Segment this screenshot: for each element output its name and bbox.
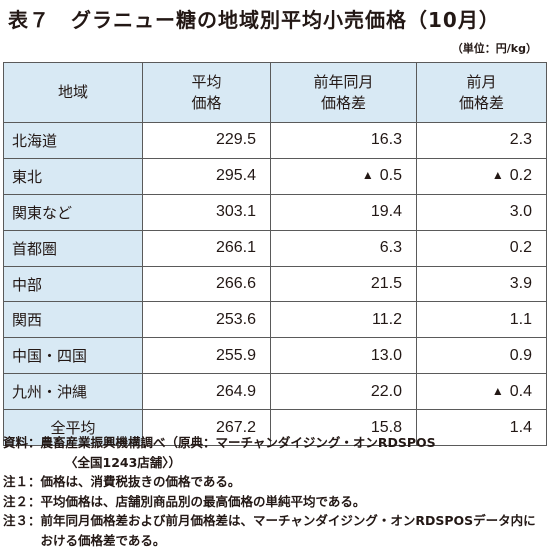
yoy-difference-cell: 6.3 [270,229,417,267]
mom-difference-cell: 3.0 [416,193,547,231]
header-mom-difference: 前月 価格差 [416,62,547,123]
yoy-difference-cell: 21.5 [270,265,417,303]
mom-difference-value: 2.3 [509,131,532,149]
unit-label: （単位：円/kg） [451,42,537,55]
yoy-difference-value: 11.2 [372,310,402,328]
header-region: 地域 [3,62,143,123]
yoy-difference-value: 6.3 [379,239,402,257]
source-note: 資料： 農畜産業振興機構調べ（原典：マーチャンダイジング・オンRDSPOS [3,433,546,453]
mom-difference-cell: 0.9 [416,337,547,375]
mom-difference-cell: ▲ 0.2 [416,157,547,195]
region-cell: 首都圏 [3,229,143,267]
note-1-text: 価格は、消費税抜きの価格である。 [40,474,241,489]
mom-difference-value: 0.2 [509,239,532,257]
yoy-difference-cell: 11.2 [270,301,417,339]
table-row: 東北 295.4 ▲ 0.5 ▲ 0.2 [3,157,547,195]
yoy-difference-value: 21.5 [370,275,402,292]
source-text: 農畜産業振興機構調べ（原典：マーチャンダイジング・オンRDSPOS [40,435,436,450]
yoy-difference-value: 0.5 [379,167,402,185]
source-label: 資料： [3,435,41,450]
header-row: 地域 平均 価格 前年同月 価格差 前月 価格差 [3,62,547,123]
mom-difference-value: 3.9 [509,275,532,292]
yoy-difference-value: 15.8 [370,418,402,436]
average-price-cell: 229.5 [142,122,271,159]
table-row: 関西 253.6 11.2 1.1 [3,301,547,339]
note-1-label: 注１： [3,474,41,489]
region-cell: 中国・四国 [3,337,143,375]
yoy-difference-cell: 15.8 [270,409,417,447]
average-price-cell: 264.9 [142,373,271,411]
mom-difference-cell: 0.2 [416,229,547,267]
average-price-cell: 266.6 [142,265,271,303]
average-price-cell: 255.9 [142,337,271,375]
table-row: 北海道 229.5 16.3 2.3 [3,122,547,159]
mom-difference-cell: 1.1 [416,301,547,339]
mom-difference-value: 0.9 [509,346,532,364]
note-1: 注１： 価格は、消費税抜きの価格である。 [3,472,546,492]
table-body: 北海道 229.5 16.3 2.3 東北 295.4 ▲ 0.5 ▲ 0.2 関東など 303.1 1… [3,122,547,447]
region-cell: 関西 [3,301,143,339]
table-row: 関東など 303.1 19.4 3.0 [3,193,547,231]
region-cell: 東北 [3,157,143,195]
mom-difference-cell: 2.3 [416,122,547,159]
yoy-difference-cell: 13.0 [270,337,417,375]
notes: 資料： 農畜産業振興機構調べ（原典：マーチャンダイジング・オンRDSPOS 〈全… [3,433,546,550]
yoy-difference-value: 22.0 [370,382,402,400]
note-3-label: 注３： [3,513,41,528]
mom-difference-cell: 3.9 [416,265,547,303]
mom-difference-value: 0.4 [509,382,532,400]
yoy-difference-cell: 16.3 [270,122,417,159]
header-average-price: 平均 価格 [142,62,271,123]
note-2-label: 注２： [3,493,41,509]
yoy-difference-cell: ▲ 0.5 [270,157,417,195]
note-3-text: 前年同月価格差および前月価格差は、マーチャンダイジング・オンRDSPOSデータ内… [40,513,536,548]
average-price-cell: 253.6 [142,301,271,339]
mom-difference-value: 0.2 [509,167,532,185]
yoy-difference-cell: 22.0 [270,373,417,411]
region-cell: 中部 [3,265,143,303]
region-cell: 関東など [3,193,143,231]
average-price-cell: 295.4 [142,157,271,195]
table-title: 表７ グラニュー糖の地域別平均小売価格（10月） [8,8,500,32]
region-cell: 北海道 [3,122,143,159]
region-cell: 九州・沖縄 [3,373,143,411]
region-cell: 全平均 [3,409,143,447]
note-3: 注３： 前年同月価格差および前月価格差は、マーチャンダイジング・オンRDSPOS… [3,511,546,550]
table-row: 首都圏 266.1 6.3 0.2 [3,229,547,267]
header-yoy-difference: 前年同月 価格差 [270,62,417,123]
source-text-continued: 〈全国1243店舗〉） [65,454,182,470]
total-row: 全平均 267.2 15.8 1.4 [3,409,547,447]
table-row: 中部 266.6 21.5 3.9 [3,265,547,303]
note-2: 注２： 平均価格は、店舗別商品別の最高価格の単純平均である。 [3,492,546,512]
mom-difference-cell: 1.4 [416,409,547,447]
negative-triangle-icon: ▲ [491,168,504,183]
price-table: 地域 平均 価格 前年同月 価格差 前月 価格差 北海道 229.5 16.3 2.3… [3,62,547,447]
yoy-difference-value: 13.0 [370,346,402,364]
table-row: 九州・沖縄 264.9 22.0 ▲ 0.4 [3,373,547,411]
mom-difference-value: 3.0 [509,203,532,221]
note-2-text: 平均価格は、店舗別商品別の最高価格の単純平均である。 [40,493,366,509]
negative-triangle-icon: ▲ [491,383,504,398]
yoy-difference-cell: 19.4 [270,193,417,231]
average-price-cell: 303.1 [142,193,271,231]
yoy-difference-value: 16.3 [370,131,402,149]
yoy-difference-value: 19.4 [370,203,402,221]
negative-triangle-icon: ▲ [361,168,374,183]
mom-difference-cell: ▲ 0.4 [416,373,547,411]
table-row: 中国・四国 255.9 13.0 0.9 [3,337,547,375]
mom-difference-value: 1.1 [509,310,532,328]
average-price-cell: 266.1 [142,229,271,267]
mom-difference-value: 1.4 [509,418,532,436]
